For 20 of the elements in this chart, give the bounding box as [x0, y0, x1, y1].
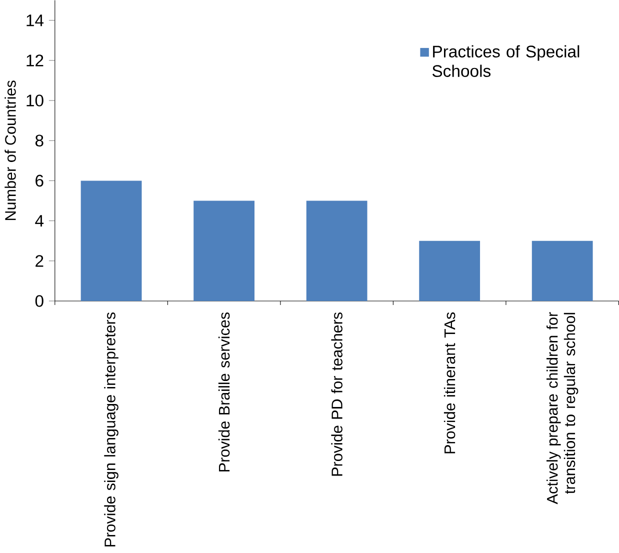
x-tick-label: Provide itinerant TAs [444, 312, 456, 454]
y-tick-label: 6 [36, 174, 44, 187]
x-tick-label: Provide PD for teachers [331, 312, 342, 476]
x-tick-label: Provide Braille services [218, 312, 230, 472]
y-axis-title: Number of Countries [4, 80, 16, 220]
y-tick-label: 4 [35, 214, 44, 226]
bar [419, 240, 480, 301]
y-tick-label: 12 [26, 54, 44, 66]
bar [80, 180, 142, 301]
bar [306, 200, 368, 301]
y-tick-label: 0 [35, 295, 44, 307]
legend-label: Practices of Special Schools [432, 45, 580, 77]
x-tick-label: Actively prepare children for transition to regular school [546, 312, 578, 504]
y-tick-label: 14 [26, 14, 44, 26]
x-tick-label: Provide sign language interpreters [104, 312, 118, 546]
y-tick-label: 8 [35, 134, 44, 146]
bar [532, 240, 593, 301]
bar [194, 200, 254, 301]
y-tick-label: 2 [36, 254, 44, 267]
y-tick-label: 10 [26, 94, 44, 106]
